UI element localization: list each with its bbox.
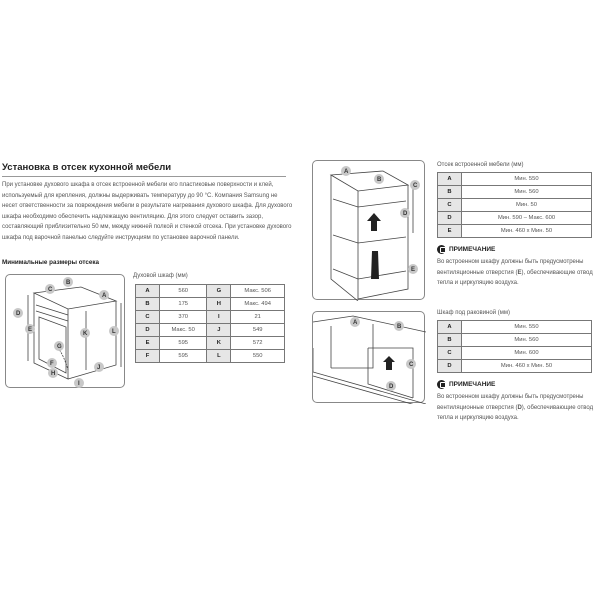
- dimension-value: 175: [158, 297, 208, 311]
- table-row: A Мин. 550: [437, 172, 592, 186]
- table-row: C Мин. 600: [437, 346, 592, 360]
- dimension-key: B: [437, 333, 462, 347]
- table-row: B Мин. 560: [437, 333, 592, 347]
- label-d: D: [16, 311, 21, 317]
- dimension-key: A: [135, 284, 160, 298]
- page-title: Установка в отсек кухонной мебели: [2, 162, 286, 177]
- dimension-value: Мин. 590 – Макс. 600: [461, 211, 592, 225]
- dimension-value: Макс. 506: [230, 284, 285, 298]
- dimension-value: 549: [230, 323, 285, 337]
- dimension-value: Мин. 50: [461, 198, 592, 212]
- label-b: B: [66, 280, 71, 286]
- dimension-key: H: [206, 297, 232, 311]
- cabinet-table-caption: Отсек встроенной мебели (мм): [437, 162, 524, 168]
- dimension-value: Мин. 460 x Мин. 50: [461, 359, 592, 373]
- label-e: E: [28, 327, 32, 333]
- dimension-value: 572: [230, 336, 285, 350]
- dimension-key: D: [437, 211, 462, 225]
- dimension-key: K: [206, 336, 232, 350]
- dimension-value: Макс. 494: [230, 297, 285, 311]
- dimension-key: C: [437, 198, 462, 212]
- dimension-key: A: [437, 320, 462, 334]
- label-d: D: [403, 211, 408, 217]
- oven-dimensions-table: A 560 G Макс. 506 B 175 H Макс. 494 C 370 I 21 D Макс…: [135, 284, 285, 363]
- label-d: D: [389, 384, 394, 390]
- label-c: C: [409, 362, 414, 368]
- dimension-key: G: [206, 284, 232, 298]
- dimension-key: F: [135, 349, 160, 363]
- dimension-key: E: [135, 336, 160, 350]
- intro-text: При установке духового шкафа в отсек вст…: [2, 182, 293, 241]
- dimension-value: 550: [230, 349, 285, 363]
- dimension-key: D: [135, 323, 160, 337]
- label-a: A: [344, 169, 349, 175]
- dimension-value: 560: [158, 284, 208, 298]
- dimension-key: C: [135, 310, 160, 324]
- dimension-key: J: [206, 323, 232, 337]
- label-j: J: [97, 365, 100, 371]
- oven-table-caption: Духовой шкаф (мм): [133, 273, 188, 279]
- label-b: B: [377, 177, 382, 183]
- table-row: A Мин. 550: [437, 320, 592, 334]
- table-row: C 370 I 21: [135, 310, 285, 324]
- label-g: G: [57, 344, 62, 350]
- table-row: E 595 K 572: [135, 336, 285, 350]
- dimension-value: 595: [158, 349, 208, 363]
- dimension-value: Мин. 600: [461, 346, 592, 360]
- dimension-key: B: [437, 185, 462, 199]
- dimension-key: A: [437, 172, 462, 186]
- note-icon: [437, 245, 446, 254]
- dimension-key: C: [437, 346, 462, 360]
- label-a: A: [353, 320, 358, 326]
- dimension-value: Мин. 550: [461, 320, 592, 334]
- dimension-value: Макс. 50: [158, 323, 208, 337]
- label-a: A: [102, 293, 107, 299]
- dimension-value: 21: [230, 310, 285, 324]
- dimension-key: I: [206, 310, 232, 324]
- note-heading-2: ПРИМЕЧАНИЕ: [437, 380, 495, 389]
- table-row: E Мин. 460 x Мин. 50: [437, 224, 592, 238]
- note-icon: [437, 380, 446, 389]
- label-k: K: [83, 331, 88, 337]
- label-i: I: [78, 381, 80, 387]
- dimension-key: L: [206, 349, 232, 363]
- table-row: F 595 L 550: [135, 349, 285, 363]
- table-row: B 175 H Макс. 494: [135, 297, 285, 311]
- label-c: C: [48, 287, 53, 293]
- table-row: D Макс. 50 J 549: [135, 323, 285, 337]
- note-text-2: Во встроенном шкафу должны быть предусмо…: [437, 394, 594, 421]
- label-b: B: [397, 324, 402, 330]
- label-f: F: [50, 361, 54, 367]
- table-row: D Мин. 460 x Мин. 50: [437, 359, 592, 373]
- cabinet-dimensions-table: A Мин. 550 B Мин. 560 C Мин. 50 D Мин. 590 – Ма…: [437, 172, 592, 238]
- note-text-1: Во встроенном шкафу должны быть предусмо…: [437, 259, 593, 286]
- dimension-key: E: [437, 224, 462, 238]
- sink-cabinet-diagram: A B C D: [312, 311, 427, 409]
- dimension-value: Мин. 460 x Мин. 50: [461, 224, 592, 238]
- dimension-value: Мин. 560: [461, 333, 592, 347]
- label-c: C: [413, 183, 418, 189]
- label-e: E: [411, 267, 415, 273]
- cabinet-diagram: A B C D E: [312, 160, 425, 302]
- note-heading-1: ПРИМЕЧАНИЕ: [437, 245, 495, 254]
- note-heading-text: ПРИМЕЧАНИЕ: [449, 381, 496, 388]
- label-l: L: [112, 329, 116, 335]
- table-row: B Мин. 560: [437, 185, 592, 199]
- dimension-key: B: [135, 297, 160, 311]
- oven-diagram: C B A D E G F H I J K L: [5, 274, 125, 388]
- sink-table-caption: Шкаф под раковиной (мм): [437, 310, 510, 316]
- sink-dimensions-table: A Мин. 550 B Мин. 560 C Мин. 600 D Мин. 460 x М…: [437, 320, 592, 373]
- min-dims-heading: Минимальные размеры отсека: [2, 259, 100, 266]
- table-row: D Мин. 590 – Макс. 600: [437, 211, 592, 225]
- table-row: A 560 G Макс. 506: [135, 284, 285, 298]
- dimension-value: 370: [158, 310, 208, 324]
- label-h: H: [51, 371, 55, 377]
- dimension-value: Мин. 550: [461, 172, 592, 186]
- table-row: C Мин. 50: [437, 198, 592, 212]
- dimension-key: D: [437, 359, 462, 373]
- note-heading-text: ПРИМЕЧАНИЕ: [449, 246, 496, 253]
- dimension-value: 595: [158, 336, 208, 350]
- dimension-value: Мин. 560: [461, 185, 592, 199]
